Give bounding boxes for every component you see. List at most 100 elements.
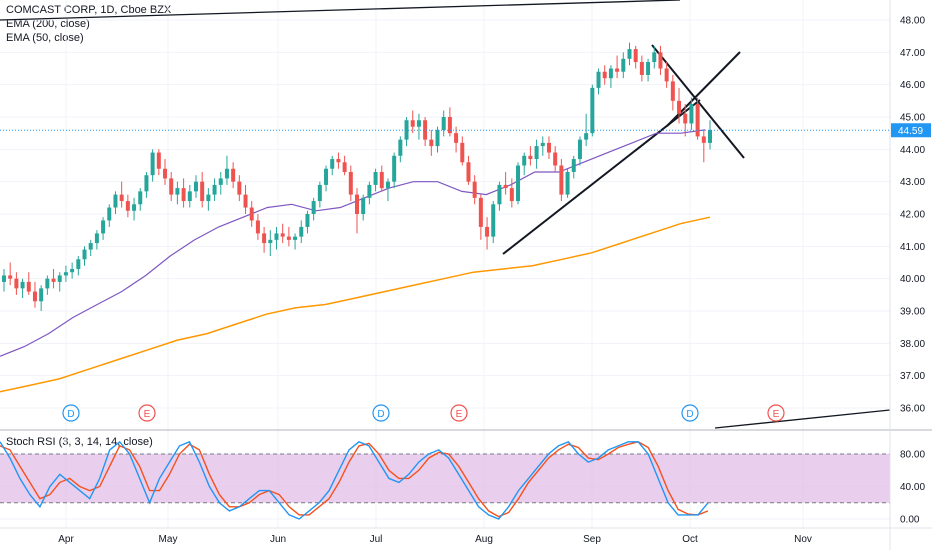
candle[interactable] xyxy=(243,184,248,214)
candle[interactable] xyxy=(416,113,421,140)
candle[interactable] xyxy=(683,104,688,137)
candle[interactable] xyxy=(361,194,366,221)
candle[interactable] xyxy=(516,162,521,205)
candle[interactable] xyxy=(689,97,694,130)
candle[interactable] xyxy=(577,136,582,166)
candle[interactable] xyxy=(231,162,236,189)
trendline-cross-up[interactable] xyxy=(666,51,741,127)
candle[interactable] xyxy=(45,275,50,295)
candle[interactable] xyxy=(255,214,260,240)
candle[interactable] xyxy=(324,165,329,192)
candle[interactable] xyxy=(262,226,267,253)
candle[interactable] xyxy=(51,268,56,289)
candle[interactable] xyxy=(57,272,62,292)
candle[interactable] xyxy=(565,168,570,198)
candle[interactable] xyxy=(602,65,607,85)
dividend-marker[interactable]: D xyxy=(62,404,80,422)
candle[interactable] xyxy=(355,188,359,234)
candle[interactable] xyxy=(330,155,335,176)
candle[interactable] xyxy=(132,197,137,221)
candle[interactable] xyxy=(63,265,68,282)
candle[interactable] xyxy=(237,175,242,202)
candle[interactable] xyxy=(485,217,490,250)
candle[interactable] xyxy=(163,159,168,185)
candle[interactable] xyxy=(528,146,533,166)
candle[interactable] xyxy=(200,171,205,208)
trendline-bottom-right[interactable] xyxy=(714,409,891,429)
candle[interactable] xyxy=(571,155,576,179)
candle[interactable] xyxy=(522,152,527,176)
dividend-marker[interactable]: D xyxy=(681,404,699,422)
candle[interactable] xyxy=(491,201,496,244)
ema50-legend[interactable]: EMA (50, close) xyxy=(6,32,84,44)
candle[interactable] xyxy=(138,188,143,211)
candle[interactable] xyxy=(590,84,595,137)
candle[interactable] xyxy=(206,188,211,211)
candle[interactable] xyxy=(385,178,390,202)
candle[interactable] xyxy=(187,184,192,208)
candle[interactable] xyxy=(633,45,638,69)
candle[interactable] xyxy=(429,129,434,156)
candle[interactable] xyxy=(639,55,644,82)
candle[interactable] xyxy=(107,204,112,227)
candle[interactable] xyxy=(404,117,409,147)
earnings-marker[interactable]: E xyxy=(767,404,785,422)
candle[interactable] xyxy=(181,178,186,208)
candle[interactable] xyxy=(534,139,539,169)
candle[interactable] xyxy=(392,152,397,189)
candle[interactable] xyxy=(218,171,223,195)
candle[interactable] xyxy=(88,239,93,257)
candle[interactable] xyxy=(193,175,198,198)
earnings-marker[interactable]: E xyxy=(450,404,468,422)
candle[interactable] xyxy=(677,87,682,124)
candle[interactable] xyxy=(701,129,706,163)
candle[interactable] xyxy=(695,97,700,140)
candle[interactable] xyxy=(32,281,37,308)
candle[interactable] xyxy=(293,233,298,250)
candle[interactable] xyxy=(608,65,613,88)
candle[interactable] xyxy=(39,285,44,311)
candle[interactable] xyxy=(175,181,180,205)
candle[interactable] xyxy=(342,155,347,176)
candle[interactable] xyxy=(8,262,13,286)
candle[interactable] xyxy=(268,230,273,257)
candle[interactable] xyxy=(101,217,106,240)
candle[interactable] xyxy=(584,113,589,147)
earnings-marker[interactable]: E xyxy=(138,404,156,422)
candle[interactable] xyxy=(14,272,19,295)
candle[interactable] xyxy=(305,210,310,234)
candle[interactable] xyxy=(94,230,99,250)
candle[interactable] xyxy=(125,194,130,218)
candle[interactable] xyxy=(652,45,657,69)
candle[interactable] xyxy=(559,159,564,202)
candle[interactable] xyxy=(367,181,372,205)
candle[interactable] xyxy=(509,178,514,208)
candle[interactable] xyxy=(615,55,620,79)
candle[interactable] xyxy=(398,136,403,163)
candle[interactable] xyxy=(435,126,440,153)
candle[interactable] xyxy=(410,110,415,134)
candle[interactable] xyxy=(224,155,229,185)
candle[interactable] xyxy=(540,136,545,156)
candle[interactable] xyxy=(423,117,428,147)
candle[interactable] xyxy=(497,181,502,211)
trendline-top[interactable] xyxy=(0,0,681,21)
candle[interactable] xyxy=(76,256,81,276)
candle[interactable] xyxy=(150,149,155,182)
candle[interactable] xyxy=(621,52,626,79)
candle[interactable] xyxy=(249,201,254,227)
candle[interactable] xyxy=(113,191,118,214)
candle[interactable] xyxy=(156,149,161,176)
candle[interactable] xyxy=(596,68,601,95)
candle[interactable] xyxy=(280,223,285,244)
candle[interactable] xyxy=(503,171,508,195)
candle[interactable] xyxy=(441,110,446,137)
candle[interactable] xyxy=(478,194,483,240)
candle[interactable] xyxy=(708,120,712,150)
candle[interactable] xyxy=(336,152,341,169)
candle[interactable] xyxy=(26,272,31,295)
candle[interactable] xyxy=(447,107,452,137)
candle[interactable] xyxy=(373,168,378,192)
candle[interactable] xyxy=(348,165,353,202)
candle[interactable] xyxy=(212,178,217,202)
